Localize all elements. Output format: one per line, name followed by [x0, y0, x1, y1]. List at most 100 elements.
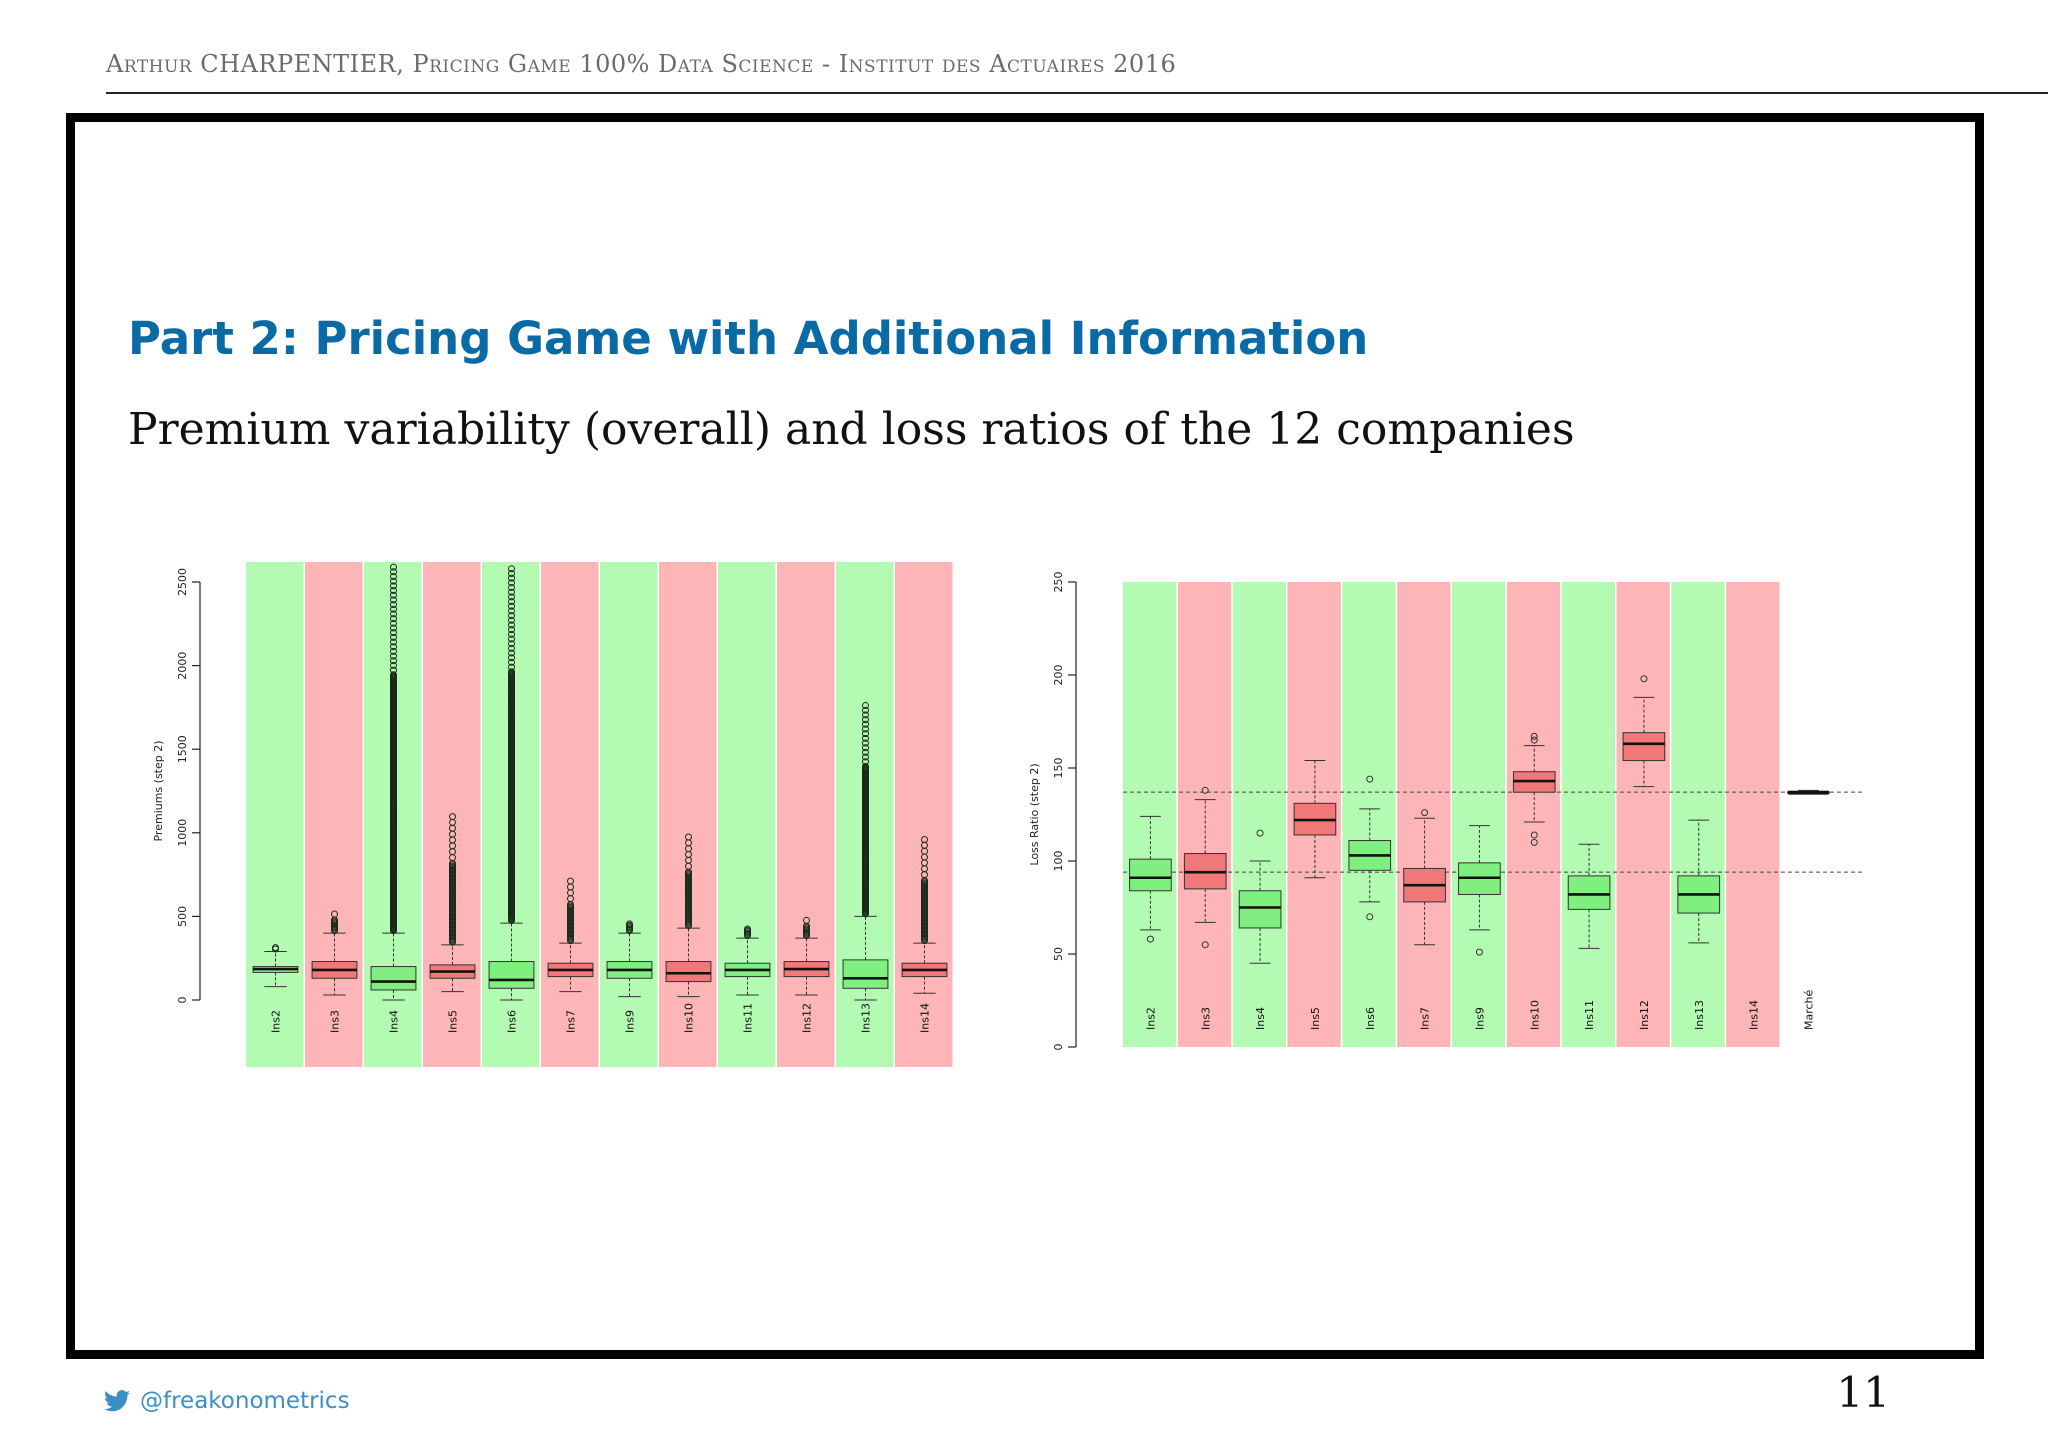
outlier-point: [1366, 913, 1374, 921]
x-tick-label-ins11: Ins11: [1583, 1000, 1596, 1030]
x-tick-label-ins12: Ins12: [1638, 1000, 1651, 1030]
x-tick-label-ins4: Ins4: [388, 1010, 401, 1033]
outlier-point: [567, 877, 574, 885]
outlier-point: [508, 593, 515, 601]
outlier-point: [390, 591, 397, 599]
x-tick-label-ins3: Ins3: [329, 1010, 342, 1033]
x-tick-label-ins9: Ins9: [624, 1010, 637, 1033]
box-ins14: [901, 835, 948, 994]
box-ins4: [1238, 829, 1282, 964]
box-ins2: [1129, 815, 1172, 943]
outlier-point: [862, 753, 869, 761]
outlier-point: [508, 616, 515, 624]
y-tick-label: 2000: [176, 652, 189, 680]
loss-ratio-boxplot-chart: 0 50 100 150 200 250 Loss Ratio (step 2) Ins2 In…: [1028, 572, 1862, 1051]
band-ins5: [423, 562, 481, 1067]
outlier-point: [390, 633, 397, 641]
outlier-point: [508, 658, 515, 666]
twitter-handle[interactable]: @freakonometrics: [140, 1388, 350, 1414]
box-ins11: [1567, 843, 1611, 949]
outlier-point: [862, 711, 869, 719]
box-ins7: [1403, 809, 1446, 946]
outlier-point: [508, 612, 515, 620]
box-ins7: [547, 877, 594, 993]
outlier-point: [1530, 831, 1538, 839]
band-ins3: [1177, 582, 1232, 1047]
outlier-point: [508, 644, 515, 652]
outlier-point: [508, 649, 515, 657]
x-tick-label-ins6: Ins6: [1364, 1007, 1377, 1030]
band-ins12: [777, 562, 835, 1067]
outlier-point: [862, 744, 869, 752]
slide-header: Arthur CHARPENTIER, Pricing Game 100% Da…: [106, 50, 1177, 78]
outlier-point: [921, 835, 928, 843]
outlier-point: [508, 565, 515, 573]
y-tick-label: 500: [176, 906, 189, 927]
box-ins6: [1348, 775, 1392, 921]
outlier-point: [862, 702, 869, 710]
box-ins11: [724, 925, 771, 996]
outlier-point: [508, 626, 515, 634]
x-tick-label-marché: Marché: [1802, 989, 1815, 1030]
x-tick-label-ins14: Ins14: [1748, 1000, 1761, 1030]
outlier-point: [1256, 829, 1264, 837]
outlier-point: [1366, 775, 1374, 783]
box-ins5: [1293, 760, 1337, 879]
outlier-point: [1530, 732, 1538, 740]
outlier-point: [390, 568, 397, 576]
box-iqr: [1238, 890, 1282, 929]
box-ins9: [1458, 825, 1501, 956]
outlier-point: [1201, 941, 1209, 949]
x-tick-label-ins5: Ins5: [447, 1010, 460, 1033]
outlier-point: [1640, 675, 1648, 683]
band-ins11: [718, 562, 776, 1067]
outlier-point: [390, 671, 397, 679]
outlier-point: [390, 563, 397, 571]
y-tick-label: 250: [1052, 572, 1065, 593]
outlier-point: [390, 661, 397, 669]
y-tick-label: 150: [1052, 758, 1065, 779]
footer-twitter[interactable]: @freakonometrics: [104, 1388, 350, 1414]
outlier-point: [390, 657, 397, 665]
box-iqr: [1567, 875, 1611, 910]
y-tick-label: 1000: [176, 819, 189, 847]
box-ins13: [1677, 819, 1721, 944]
outlier-point: [862, 720, 869, 728]
outlier-point: [1421, 809, 1429, 817]
outlier-point: [508, 588, 515, 596]
outlier-point: [626, 920, 633, 928]
outlier-point: [331, 910, 338, 918]
band-ins2: [246, 562, 304, 1067]
outlier-point: [1530, 838, 1538, 846]
outlier-point: [390, 615, 397, 623]
outlier-point: [862, 716, 869, 724]
outlier-point: [862, 734, 869, 742]
outlier-point: [862, 730, 869, 738]
outlier-point: [390, 572, 397, 580]
y-axis-label: Premiums (step 2): [152, 740, 165, 841]
outlier-point: [449, 813, 456, 821]
y-tick-label: 0: [176, 997, 189, 1004]
box-ins12: [1622, 675, 1666, 788]
outlier-point: [744, 925, 751, 933]
band-ins12: [1616, 582, 1670, 1047]
box-iqr: [488, 961, 535, 989]
box-ins10: [1512, 732, 1556, 846]
outlier-point: [508, 607, 515, 615]
x-tick-label-ins10: Ins10: [1528, 1000, 1541, 1030]
box-ins6: [488, 565, 535, 1001]
outlier-point: [390, 647, 397, 655]
outlier-point: [508, 630, 515, 638]
outlier-point: [685, 833, 692, 841]
band-ins7: [1397, 582, 1451, 1047]
box-ins4: [370, 563, 417, 1001]
outlier-point: [390, 587, 397, 595]
outlier-point: [862, 748, 869, 756]
x-tick-label-ins2: Ins2: [1144, 1007, 1157, 1030]
twitter-bird-icon: [104, 1390, 130, 1412]
outlier-point: [1530, 736, 1538, 744]
outlier-point: [862, 706, 869, 714]
band-ins4: [1232, 582, 1286, 1047]
outlier-point: [508, 635, 515, 643]
band-ins14: [895, 562, 953, 1067]
